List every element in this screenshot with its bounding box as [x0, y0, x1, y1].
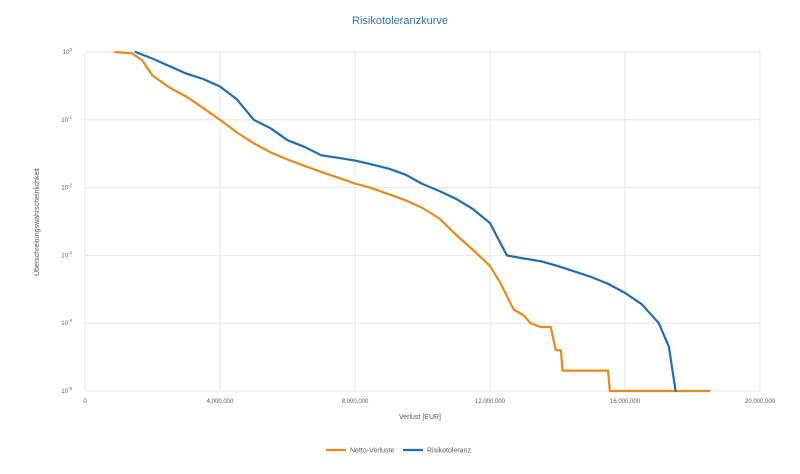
- grid-layer: [84, 51, 761, 392]
- y-tick-exponent: -4: [68, 318, 72, 323]
- y-tick-label: 100: [63, 47, 73, 56]
- y-axis-title: Überschreitungswahrscheinlichkeit: [33, 168, 41, 276]
- y-tick-exponent: -5: [68, 386, 72, 391]
- y-tick-base: 10: [61, 118, 68, 124]
- x-tick-label: 8,000,000: [342, 399, 369, 405]
- y-tick-base: 10: [61, 321, 68, 327]
- y-tick-label: 10-5: [61, 386, 72, 395]
- y-tick-base: 10: [61, 186, 68, 192]
- chart-title: Risikotoleranzkurve: [352, 15, 448, 27]
- y-tick-base: 10: [61, 253, 68, 259]
- series-layer: [114, 50, 711, 393]
- x-axis-title: Verlust [EUR]: [399, 414, 441, 421]
- y-tick-label: 10-4: [61, 318, 72, 327]
- y-tick-exponent: -3: [68, 250, 72, 255]
- y-tick-label: 10-2: [61, 183, 72, 192]
- legend-label: Netto-Verluste: [350, 448, 394, 455]
- y-tick-base: 10: [61, 389, 68, 395]
- y-tick-exponent: -1: [68, 115, 72, 120]
- x-tick-label: 20,000,000: [745, 399, 776, 405]
- x-tick-label: 16,000,000: [610, 399, 641, 405]
- x-tick-label: 12,000,000: [475, 399, 506, 405]
- series-line-netto-verluste: [114, 50, 711, 393]
- y-tick-label: 10-3: [61, 250, 72, 259]
- tick-layer: 0 4,000,000 8,000,000 12,000,000 16,000,000 2…: [61, 47, 775, 405]
- y-tick-base: 10: [63, 50, 70, 56]
- y-tick-exponent: -2: [68, 183, 72, 188]
- x-tick-label: 4,000,000: [207, 399, 234, 405]
- legend-label: Risikotoleranz: [427, 448, 471, 455]
- x-tick-label: 0: [83, 399, 87, 405]
- y-tick-exponent: 0: [69, 47, 72, 52]
- legend: Netto-Verluste Risikotoleranz: [326, 448, 471, 455]
- y-tick-label: 10-1: [61, 115, 72, 124]
- series-line-risikotoleranz: [134, 50, 677, 393]
